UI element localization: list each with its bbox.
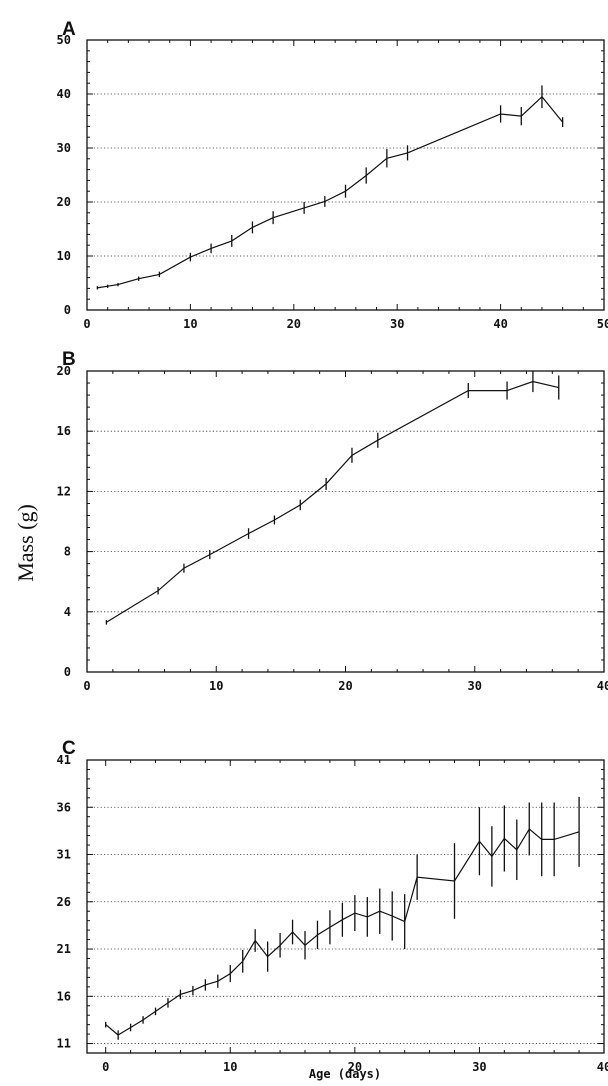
x-tick-label: 10 [223,1060,237,1074]
x-tick-label: 20 [348,1060,362,1074]
x-tick-label: 0 [83,679,90,693]
y-tick-label: 16 [57,424,71,438]
y-tick-label: 20 [57,364,71,378]
y-tick-label: 11 [57,1037,71,1051]
y-tick-label: 41 [57,753,71,767]
x-tick-label: 50 [597,317,608,331]
x-tick-label: 0 [83,317,90,331]
panel-label: B [62,349,76,370]
panel-c: C 0 10 20 30 40 11 16 21 26 31 36 41 [57,738,608,1074]
x-tick-label: 40 [493,317,507,331]
y-tick-label: 36 [57,800,71,814]
series-line [97,95,564,289]
x-tick-label: 30 [390,317,404,331]
panel-b: B 0 10 20 30 40 0 4 8 12 16 20 [57,349,608,693]
x-tick-label: 20 [338,679,352,693]
x-tick-label: 10 [183,317,197,331]
y-tick-label: 30 [57,141,71,155]
x-tick-label: 10 [209,679,223,693]
y-tick-label: 12 [57,484,71,498]
x-tick-label: 40 [597,679,608,693]
panel-label: A [62,19,76,40]
x-tick-label: 30 [472,1060,486,1074]
y-tick-label: 16 [57,989,71,1003]
x-axis-label: Age (days) [309,1067,381,1081]
x-tick-label: 20 [287,317,301,331]
x-tick-label: 0 [102,1060,109,1074]
series-line [106,380,559,623]
plot-frame [86,759,605,1054]
panels: A 0 10 20 30 40 50 0 10 20 30 40 50 B 0 10 20 30 40 0 4 8 12 16… [57,19,608,1074]
y-tick-label: 8 [64,545,71,559]
x-tick-label: 40 [597,1060,608,1074]
y-tick-label: 10 [57,249,71,263]
x-tick-label: 30 [468,679,482,693]
panel-label: C [62,738,76,759]
panel-a: A 0 10 20 30 40 50 0 10 20 30 40 50 [57,19,608,331]
y-tick-label: 40 [57,87,71,101]
y-tick-label: 4 [64,605,71,619]
y-tick-label: 0 [64,665,71,679]
y-tick-label: 50 [57,33,71,47]
plot-frame [86,39,605,311]
y-axis-label: Mass (g) [13,504,38,582]
y-tick-label: 21 [57,942,71,956]
plot-frame [86,370,605,673]
y-tick-label: 20 [57,195,71,209]
y-tick-label: 26 [57,895,71,909]
y-tick-label: 0 [64,303,71,317]
y-tick-label: 31 [57,848,71,862]
